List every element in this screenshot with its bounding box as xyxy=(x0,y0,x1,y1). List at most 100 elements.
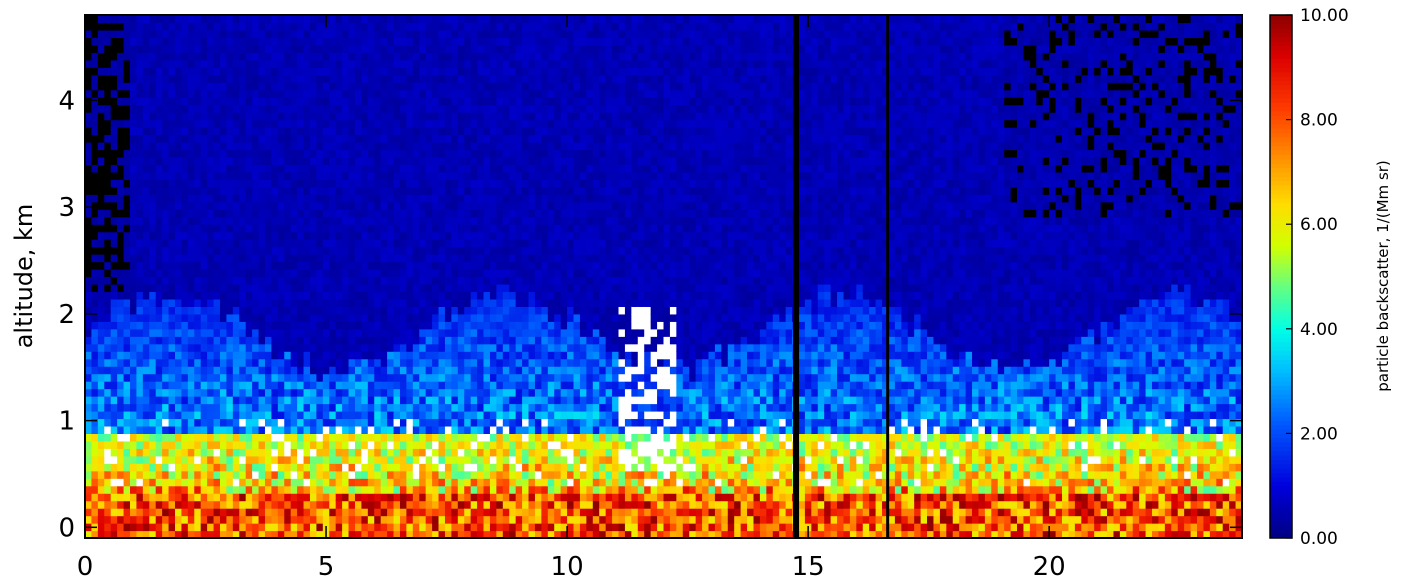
heatmap-cell xyxy=(264,224,273,233)
heatmap-cell xyxy=(162,358,170,367)
heatmap-cell xyxy=(168,343,176,352)
heatmap-cell xyxy=(509,119,517,128)
heatmap-cell xyxy=(509,29,517,39)
heatmap-cell xyxy=(129,37,138,46)
heatmap-cell xyxy=(483,269,491,278)
heatmap-cell xyxy=(316,246,324,255)
heatmap-cell xyxy=(91,119,99,128)
heatmap-cell xyxy=(470,358,478,367)
heatmap-cell xyxy=(515,171,523,180)
heatmap-cell xyxy=(226,403,234,412)
heatmap-cell xyxy=(271,164,279,173)
heatmap-cell xyxy=(85,403,93,412)
heatmap-cell xyxy=(342,321,350,330)
heatmap-cell xyxy=(136,246,144,255)
heatmap-cell xyxy=(464,283,472,293)
heatmap-cell xyxy=(329,500,337,509)
heatmap-cell xyxy=(309,366,318,375)
heatmap-cell xyxy=(361,201,369,210)
heatmap-cell xyxy=(496,186,504,195)
heatmap-cell xyxy=(200,201,208,210)
heatmap-cell xyxy=(438,530,446,539)
heatmap-cell xyxy=(528,44,536,53)
heatmap-cell xyxy=(219,97,228,106)
heatmap-cell xyxy=(432,171,440,180)
heatmap-cell xyxy=(252,463,260,472)
heatmap-cell xyxy=(348,455,356,464)
heatmap-cell xyxy=(380,343,388,352)
heatmap-cell xyxy=(91,530,99,539)
heatmap-cell xyxy=(348,463,356,472)
heatmap-cell xyxy=(155,455,163,464)
heatmap-cell xyxy=(316,209,324,218)
heatmap-cell xyxy=(110,530,118,539)
heatmap-cell xyxy=(219,336,228,345)
heatmap-cell xyxy=(187,321,195,330)
heatmap-cell xyxy=(354,104,362,113)
heatmap-cell xyxy=(406,448,414,457)
heatmap-cell xyxy=(470,478,478,487)
heatmap-cell xyxy=(464,410,472,420)
heatmap-cell xyxy=(252,351,260,360)
heatmap-cell xyxy=(374,156,382,166)
heatmap-cell xyxy=(361,470,369,479)
heatmap-cell xyxy=(522,321,530,330)
heatmap-cell xyxy=(393,269,401,278)
heatmap-cell xyxy=(464,366,472,375)
heatmap-cell xyxy=(194,366,202,375)
heatmap-cell xyxy=(129,425,138,434)
heatmap-cell xyxy=(297,104,305,113)
heatmap-cell xyxy=(117,209,125,218)
heatmap-cell xyxy=(399,246,407,255)
heatmap-cell xyxy=(219,448,228,457)
heatmap-cell xyxy=(438,216,446,225)
heatmap-cell xyxy=(489,403,497,412)
heatmap-cell xyxy=(226,291,234,300)
heatmap-cell xyxy=(200,388,208,397)
heatmap-cell xyxy=(464,149,472,158)
heatmap-cell xyxy=(457,351,465,360)
heatmap-cell xyxy=(387,358,395,367)
heatmap-cell xyxy=(464,164,472,173)
heatmap-cell xyxy=(91,239,99,248)
heatmap-cell xyxy=(252,179,260,188)
heatmap-cell xyxy=(509,44,517,53)
heatmap-cell xyxy=(252,313,260,322)
heatmap-cell xyxy=(91,142,99,151)
heatmap-cell xyxy=(361,328,369,337)
heatmap-cell xyxy=(226,44,234,53)
heatmap-cell xyxy=(110,523,118,532)
heatmap-cell xyxy=(528,82,536,91)
heatmap-cell xyxy=(464,448,472,457)
heatmap-cell xyxy=(380,455,388,464)
heatmap-cell xyxy=(290,134,298,143)
heatmap-cell xyxy=(374,351,382,360)
heatmap-cell xyxy=(162,470,170,479)
heatmap-cell xyxy=(290,171,298,180)
heatmap-cell xyxy=(123,403,131,412)
heatmap-cell xyxy=(354,67,362,76)
heatmap-cell xyxy=(142,410,150,420)
heatmap-cell xyxy=(432,142,440,151)
heatmap-cell xyxy=(354,44,362,53)
heatmap-cell xyxy=(316,171,324,180)
heatmap-cell xyxy=(207,231,215,240)
heatmap-cell xyxy=(207,418,215,427)
heatmap-cell xyxy=(425,396,433,405)
heatmap-cell xyxy=(406,470,414,479)
heatmap-cell xyxy=(104,37,112,46)
heatmap-cell xyxy=(129,254,138,263)
heatmap-cell xyxy=(470,351,478,360)
heatmap-cell xyxy=(142,156,150,166)
heatmap-cell xyxy=(444,97,452,106)
heatmap-cell xyxy=(239,29,247,39)
heatmap-cell xyxy=(451,52,459,61)
heatmap-cell xyxy=(438,478,446,487)
heatmap-cell xyxy=(483,171,491,180)
heatmap-cell xyxy=(367,291,375,300)
heatmap-cell xyxy=(438,239,446,248)
heatmap-cell xyxy=(432,366,440,375)
heatmap-cell xyxy=(297,15,305,24)
heatmap-cell xyxy=(451,366,459,375)
heatmap-cell xyxy=(258,269,266,278)
